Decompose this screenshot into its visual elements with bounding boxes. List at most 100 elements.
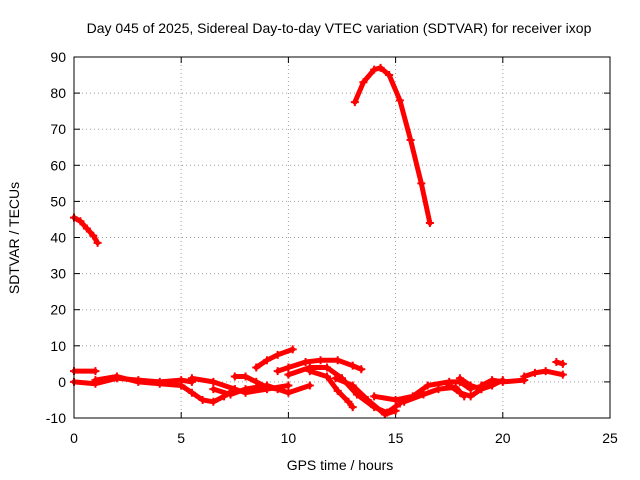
data-point (91, 367, 100, 376)
data-point (376, 63, 385, 72)
x-tick-label: 10 (281, 430, 297, 446)
data-point (252, 377, 261, 386)
data-point (76, 217, 85, 226)
series-arc-21 (552, 358, 567, 368)
series-arc-1 (70, 213, 102, 247)
data-point (417, 179, 426, 188)
data-point (423, 381, 432, 390)
y-tick-label: 60 (50, 157, 66, 173)
data-point (541, 367, 550, 376)
data-point (466, 381, 475, 390)
series-arc-2 (350, 63, 434, 228)
y-tick-label: 30 (50, 266, 66, 282)
data-point (273, 350, 282, 359)
data-point (530, 368, 539, 377)
data-point (391, 395, 400, 404)
series-arc-3 (70, 367, 100, 376)
data-point (288, 345, 297, 354)
series-arc-9 (230, 372, 282, 394)
data-point (380, 410, 389, 419)
data-point (395, 96, 404, 105)
y-tick-label: 0 (58, 374, 66, 390)
data-point (333, 356, 342, 365)
data-point (209, 385, 218, 394)
series-line (352, 65, 433, 226)
data-point (350, 98, 359, 107)
data-point (344, 397, 353, 406)
data-point (198, 395, 207, 404)
data-point (348, 361, 357, 370)
x-tick-label: 0 (70, 430, 78, 446)
data-point (284, 363, 293, 372)
data-point (155, 379, 164, 388)
data-point (226, 390, 235, 399)
data-point (552, 358, 561, 367)
series-arc-20 (520, 367, 567, 381)
y-tick-label: 10 (50, 338, 66, 354)
data-point (419, 390, 428, 399)
data-point (262, 356, 271, 365)
data-point (331, 374, 340, 383)
data-point (187, 374, 196, 383)
data-point (385, 71, 394, 80)
data-point (488, 376, 497, 385)
data-point (498, 377, 507, 386)
y-tick-label: 50 (50, 193, 66, 209)
data-point (241, 385, 250, 394)
data-point (434, 385, 443, 394)
data-point (477, 381, 486, 390)
series-line (285, 365, 403, 416)
data-point (134, 377, 143, 386)
data-point (252, 363, 261, 372)
plot-area (70, 63, 567, 419)
data-point (230, 372, 239, 381)
data-point (284, 370, 293, 379)
y-tick-label: 90 (50, 49, 66, 65)
data-point (305, 367, 314, 376)
data-point (455, 374, 464, 383)
y-tick-label: 40 (50, 230, 66, 246)
data-point (348, 381, 357, 390)
x-tick-label: 5 (177, 430, 185, 446)
data-point (425, 219, 434, 228)
data-point (209, 377, 218, 386)
data-point (89, 231, 98, 240)
data-point (241, 372, 250, 381)
data-point (284, 381, 293, 390)
x-tick-label: 15 (388, 430, 404, 446)
data-point (370, 65, 379, 74)
data-point (112, 372, 121, 381)
x-tick-label: 20 (495, 430, 511, 446)
y-tick-label: 70 (50, 121, 66, 137)
data-point (406, 136, 415, 145)
series-arc-8 (209, 381, 314, 399)
data-point (357, 365, 366, 374)
data-point (301, 358, 310, 367)
y-tick-label: 20 (50, 302, 66, 318)
data-point (305, 381, 314, 390)
data-point (445, 381, 454, 390)
data-point (322, 363, 331, 372)
data-point (187, 388, 196, 397)
data-point (359, 78, 368, 87)
data-point (558, 359, 567, 368)
series-arc-11 (273, 356, 366, 376)
data-point (284, 388, 293, 397)
data-point (322, 372, 331, 381)
data-point (316, 356, 325, 365)
grid (74, 57, 610, 418)
series-arc-10 (252, 345, 297, 372)
series-line (253, 346, 296, 370)
series-line (478, 377, 527, 388)
data-point (370, 392, 379, 401)
series-line (521, 368, 566, 379)
data-point (82, 224, 91, 233)
data-point (273, 367, 282, 376)
data-point (400, 397, 409, 406)
data-point (558, 370, 567, 379)
y-tick-label: 80 (50, 85, 66, 101)
data-point (466, 392, 475, 401)
plot-frame (73, 56, 611, 419)
